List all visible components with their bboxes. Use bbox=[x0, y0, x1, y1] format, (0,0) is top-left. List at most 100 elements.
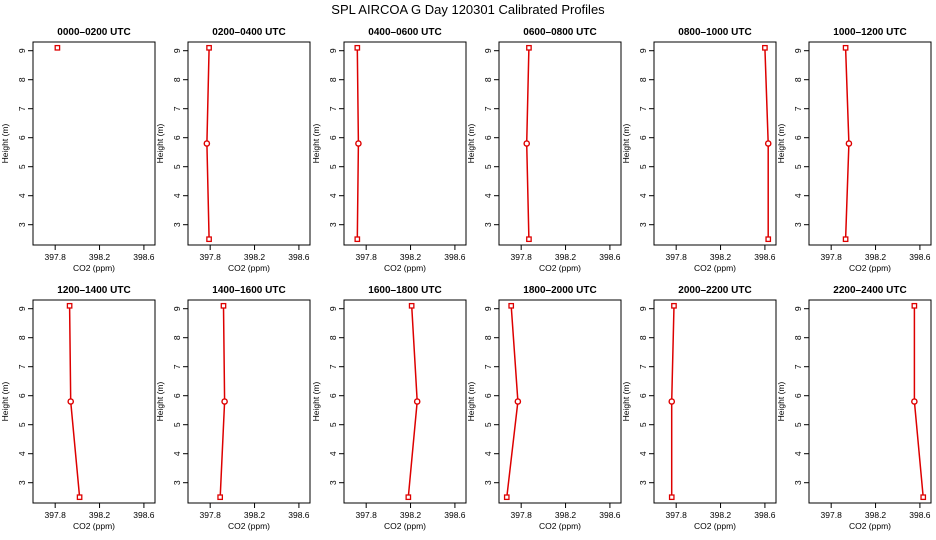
x-axis-label: CO2 (ppm) bbox=[694, 263, 736, 273]
y-tick-label: 8 bbox=[483, 335, 493, 340]
panel-title: 0200–0400 UTC bbox=[212, 27, 285, 38]
x-tick-label: 398.2 bbox=[710, 510, 732, 520]
x-tick-label: 398.6 bbox=[599, 510, 621, 520]
y-tick-label: 5 bbox=[793, 422, 803, 427]
x-tick-label: 398.6 bbox=[909, 510, 931, 520]
panel-title: 0800–1000 UTC bbox=[678, 27, 751, 38]
y-tick-label: 7 bbox=[328, 364, 338, 369]
x-axis-label: CO2 (ppm) bbox=[694, 521, 736, 531]
data-point bbox=[413, 398, 421, 405]
y-tick-label: 6 bbox=[483, 135, 493, 140]
chart-panel: 0400–0600 UTC 397.8 398.2 398.6 3 4 5 6 7 8 9 CO2 (… bbox=[311, 27, 467, 273]
y-tick-label: 3 bbox=[328, 480, 338, 485]
panel-title: 1600–1800 UTC bbox=[368, 285, 441, 296]
y-tick-label: 8 bbox=[17, 77, 27, 82]
x-tick-label: 397.8 bbox=[666, 510, 688, 520]
plot-frame bbox=[32, 299, 156, 504]
y-tick-label: 5 bbox=[483, 164, 493, 169]
data-point bbox=[671, 302, 677, 309]
chart-panel: 1000–1200 UTC 397.8 398.2 398.6 3 4 5 6 7 8 9 CO2 (… bbox=[776, 27, 932, 273]
data-point bbox=[765, 236, 772, 243]
data-point bbox=[355, 140, 362, 147]
panel-title: 1400–1600 UTC bbox=[212, 285, 285, 296]
data-point bbox=[503, 494, 510, 501]
y-tick-label: 6 bbox=[17, 393, 27, 398]
x-tick-label: 397.8 bbox=[45, 510, 67, 520]
x-tick-label: 398.2 bbox=[865, 252, 887, 262]
y-tick-label: 4 bbox=[17, 193, 27, 198]
y-tick-label: 8 bbox=[172, 335, 182, 340]
x-tick-label: 398.2 bbox=[400, 510, 422, 520]
y-tick-label: 3 bbox=[17, 222, 27, 227]
data-point bbox=[354, 44, 361, 51]
y-tick-label: 3 bbox=[638, 480, 648, 485]
y-tick-label: 9 bbox=[17, 48, 27, 53]
chart-panel: 0200–0400 UTC 397.8 398.2 398.6 3 4 5 6 7 8 9 CO2 (… bbox=[155, 27, 311, 273]
data-point bbox=[842, 44, 849, 51]
x-tick-label: 398.2 bbox=[555, 510, 577, 520]
y-axis-label: Height (m) bbox=[621, 382, 631, 422]
data-point bbox=[354, 236, 361, 243]
y-tick-label: 4 bbox=[172, 451, 182, 456]
panel-title: 1000–1200 UTC bbox=[833, 27, 906, 38]
y-tick-label: 5 bbox=[17, 164, 27, 169]
chart-panel: 1400–1600 UTC 397.8 398.2 398.6 3 4 5 6 7 8 9 CO2 (… bbox=[155, 285, 311, 531]
data-point bbox=[217, 494, 224, 501]
plot-frame bbox=[187, 41, 311, 246]
data-point bbox=[220, 302, 227, 309]
data-point bbox=[526, 44, 532, 51]
panel-title: 2000–2200 UTC bbox=[678, 285, 751, 296]
y-axis-label: Height (m) bbox=[776, 124, 786, 164]
x-tick-label: 397.8 bbox=[45, 252, 67, 262]
chart-panel: 0800–1000 UTC 397.8 398.2 398.6 3 4 5 6 7 8 9 CO2 (… bbox=[621, 27, 777, 273]
y-axis-label: Height (m) bbox=[155, 124, 165, 164]
y-tick-label: 9 bbox=[172, 306, 182, 311]
x-axis-label: CO2 (ppm) bbox=[539, 263, 581, 273]
y-axis-label: Height (m) bbox=[776, 382, 786, 422]
panel-title: 1200–1400 UTC bbox=[57, 285, 130, 296]
plot-frame bbox=[498, 299, 622, 504]
plot-frame bbox=[343, 41, 467, 246]
plot-frame bbox=[653, 41, 777, 246]
y-tick-label: 9 bbox=[793, 306, 803, 311]
y-axis-label: Height (m) bbox=[311, 382, 321, 422]
data-point bbox=[66, 302, 73, 309]
y-tick-label: 4 bbox=[17, 451, 27, 456]
y-tick-label: 7 bbox=[17, 106, 27, 111]
data-point bbox=[67, 398, 75, 405]
x-tick-label: 398.2 bbox=[244, 510, 266, 520]
y-tick-label: 7 bbox=[328, 106, 338, 111]
x-tick-label: 398.6 bbox=[133, 252, 155, 262]
data-point bbox=[842, 236, 849, 243]
data-point bbox=[764, 140, 772, 147]
y-tick-label: 6 bbox=[172, 393, 182, 398]
y-tick-label: 5 bbox=[17, 422, 27, 427]
x-tick-label: 398.2 bbox=[555, 252, 577, 262]
data-point bbox=[523, 140, 531, 147]
y-tick-label: 7 bbox=[172, 364, 182, 369]
y-tick-label: 4 bbox=[483, 193, 493, 198]
data-point bbox=[668, 494, 675, 501]
y-tick-label: 6 bbox=[483, 393, 493, 398]
x-tick-label: 398.2 bbox=[865, 510, 887, 520]
data-point bbox=[408, 302, 415, 309]
y-tick-label: 8 bbox=[172, 77, 182, 82]
x-tick-label: 398.2 bbox=[244, 252, 266, 262]
x-axis-label: CO2 (ppm) bbox=[228, 263, 270, 273]
y-tick-label: 8 bbox=[793, 335, 803, 340]
y-tick-label: 5 bbox=[172, 422, 182, 427]
data-point bbox=[911, 302, 918, 309]
x-axis-label: CO2 (ppm) bbox=[228, 521, 270, 531]
y-tick-label: 8 bbox=[328, 335, 338, 340]
y-tick-label: 9 bbox=[638, 306, 648, 311]
x-tick-label: 398.6 bbox=[444, 510, 466, 520]
y-tick-label: 3 bbox=[483, 222, 493, 227]
x-tick-label: 398.6 bbox=[133, 510, 155, 520]
y-tick-label: 6 bbox=[172, 135, 182, 140]
y-tick-label: 7 bbox=[793, 106, 803, 111]
y-axis-label: Height (m) bbox=[311, 124, 321, 164]
y-tick-label: 5 bbox=[328, 164, 338, 169]
panel-title: 0600–0800 UTC bbox=[523, 27, 596, 38]
y-tick-label: 6 bbox=[638, 135, 648, 140]
